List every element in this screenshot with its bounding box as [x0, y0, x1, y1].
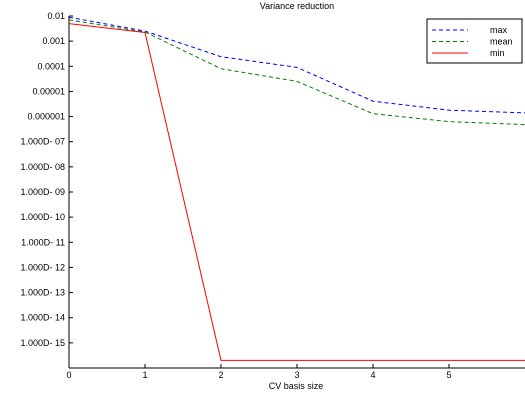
x-tick-label: 3 [294, 370, 299, 380]
y-tick-label: 1.000D- 09 [20, 187, 65, 197]
y-tick-label: 1.000D- 14 [20, 313, 65, 323]
y-tick-label: 0.001 [42, 36, 65, 46]
legend-label-mean: mean [490, 37, 513, 47]
y-tick-label: 1.000D- 11 [21, 237, 65, 247]
y-tick-label: 1.000D- 10 [20, 212, 65, 222]
y-tick-label: 1.000D- 12 [20, 262, 65, 272]
y-tick-label: 0.01 [47, 11, 65, 21]
series-line-min [68, 23, 525, 361]
y-tick-label: 1.000D- 08 [20, 162, 65, 172]
y-tick-label: 0.000001 [27, 112, 65, 122]
legend-label-max: max [490, 25, 508, 35]
x-tick-label: 0 [66, 370, 71, 380]
x-tick-label: 5 [446, 370, 451, 380]
series-line-mean [68, 19, 525, 126]
y-tick-label: 1.000D- 07 [20, 137, 65, 147]
series-layer [68, 16, 525, 361]
y-tick-label: 1.000D- 15 [20, 338, 65, 348]
chart-title: Variance reduction [260, 1, 334, 11]
y-tick-label: 1.000D- 13 [20, 288, 65, 298]
x-axis-label: CV basis size [269, 381, 324, 391]
axes: 0.01 0.001 0.0001 0.00001 0.000001 1.000D- 07… [20, 11, 525, 380]
x-tick-label: 2 [218, 370, 223, 380]
y-tick-label: 0.00001 [32, 86, 65, 96]
legend-label-min: min [490, 48, 505, 58]
x-tick-label: 4 [370, 370, 375, 380]
series-line-max [68, 16, 525, 114]
y-tick-label: 0.0001 [37, 61, 65, 71]
x-tick-label: 1 [142, 370, 147, 380]
